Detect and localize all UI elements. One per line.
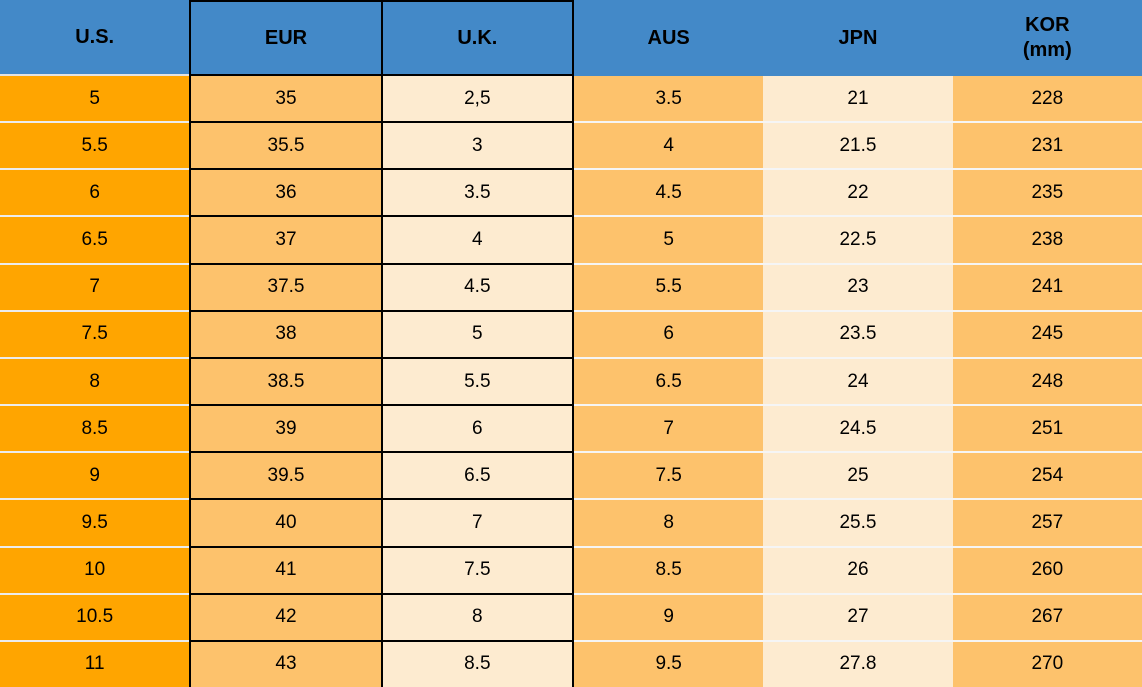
table-cell: 6.5 — [382, 453, 572, 501]
table-cell: 5 — [573, 217, 764, 265]
table-cell: 38 — [191, 311, 381, 359]
table-cell: 6 — [0, 170, 190, 218]
table-cell: 267 — [952, 594, 1142, 642]
table-cell: 7.5 — [0, 311, 190, 359]
table-cell: 27 — [763, 594, 953, 642]
table-cell: 4.5 — [573, 170, 764, 218]
header-us-label: U.S. — [75, 25, 115, 48]
table-cell: 9.5 — [0, 500, 190, 548]
table-cell: 5.5 — [573, 264, 764, 312]
table-cell: 6.5 — [0, 217, 190, 265]
header-jpn: JPN — [763, 0, 953, 76]
table-cell: 260 — [952, 547, 1142, 595]
table-cell: 3.5 — [382, 170, 572, 218]
table-cell: 270 — [952, 641, 1142, 687]
header-aus-label: AUS — [647, 26, 690, 49]
table-cell: 9.5 — [573, 641, 764, 687]
table-cell: 3.5 — [573, 76, 764, 124]
table-cell: 7 — [573, 406, 764, 454]
table-cell: 5 — [382, 311, 572, 359]
table-cell: 27.8 — [763, 641, 953, 687]
table-cell: 4 — [573, 123, 764, 171]
table-cell: 26 — [763, 547, 953, 595]
table-cell: 6 — [573, 311, 764, 359]
table-cell: 42 — [191, 594, 381, 642]
table-cell: 257 — [952, 500, 1142, 548]
column-jpn: JPN 21 21.5 22 22.5 23 23.5 24 24.5 25 2… — [763, 0, 953, 687]
table-cell: 8.5 — [382, 641, 572, 687]
table-cell: 24.5 — [763, 406, 953, 454]
table-cell: 248 — [952, 358, 1142, 407]
header-uk-label: U.K. — [457, 26, 498, 49]
table-cell: 7.5 — [573, 453, 764, 501]
table-cell: 40 — [191, 500, 381, 548]
table-cell: 41 — [191, 547, 381, 595]
table-cell: 8 — [573, 500, 764, 548]
table-cell: 7 — [382, 500, 572, 548]
table-cell: 21 — [763, 76, 953, 124]
table-cell: 5 — [0, 76, 190, 124]
table-cell: 23.5 — [763, 311, 953, 359]
table-cell: 4 — [382, 217, 572, 265]
table-cell: 6.5 — [573, 358, 764, 407]
table-cell: 9 — [0, 453, 190, 501]
table-cell: 5.5 — [382, 358, 572, 407]
table-cell: 8 — [382, 594, 572, 642]
table-cell: 36 — [191, 170, 381, 218]
header-kor: KOR (mm) — [952, 0, 1142, 76]
table-cell: 39 — [191, 406, 381, 454]
table-cell: 5.5 — [0, 123, 190, 171]
table-cell: 7 — [0, 264, 190, 312]
table-cell: 22.5 — [763, 217, 953, 265]
header-us: U.S. — [0, 0, 190, 76]
table-cell: 6 — [382, 406, 572, 454]
table-cell: 25 — [763, 453, 953, 501]
header-kor-label: KOR — [1025, 14, 1070, 36]
header-eur: EUR — [191, 0, 381, 76]
table-cell: 228 — [952, 76, 1142, 124]
table-cell: 25.5 — [763, 500, 953, 548]
table-cell: 231 — [952, 123, 1142, 171]
table-cell: 9 — [573, 594, 764, 642]
table-cell: 251 — [952, 406, 1142, 454]
column-us: U.S. 5 5.5 6 6.5 7 7.5 8 8.5 9 9.5 10 10… — [0, 0, 190, 687]
column-uk: U.K. 2,5 3 3.5 4 4.5 5 5.5 6 6.5 7 7.5 8… — [382, 0, 574, 687]
column-kor: KOR (mm) 228 231 235 238 241 245 248 251… — [952, 0, 1142, 687]
table-cell: 238 — [952, 217, 1142, 265]
table-cell: 21.5 — [763, 123, 953, 171]
table-cell: 22 — [763, 170, 953, 218]
table-cell: 24 — [763, 358, 953, 407]
table-cell: 38.5 — [191, 358, 381, 407]
table-cell: 39.5 — [191, 453, 381, 501]
table-cell: 37.5 — [191, 264, 381, 312]
header-eur-label: EUR — [264, 26, 308, 49]
table-cell: 43 — [191, 641, 381, 687]
table-cell: 241 — [952, 264, 1142, 312]
table-cell: 23 — [763, 264, 953, 312]
table-cell: 2,5 — [382, 76, 572, 124]
header-aus: AUS — [573, 0, 764, 76]
table-cell: 254 — [952, 453, 1142, 501]
header-uk: U.K. — [382, 0, 572, 76]
table-cell: 11 — [0, 641, 190, 687]
table-cell: 35 — [191, 76, 381, 124]
table-cell: 8.5 — [573, 547, 764, 595]
table-cell: 37 — [191, 217, 381, 265]
table-cell: 10.5 — [0, 594, 190, 642]
table-cell: 4.5 — [382, 264, 572, 312]
table-cell: 35.5 — [191, 123, 381, 171]
table-cell: 10 — [0, 547, 190, 595]
table-cell: 3 — [382, 123, 572, 171]
table-cell: 8 — [0, 358, 190, 407]
header-kor-unit: (mm) — [1022, 39, 1072, 61]
table-cell: 7.5 — [382, 547, 572, 595]
table-cell: 8.5 — [0, 406, 190, 454]
header-jpn-label: JPN — [838, 26, 878, 49]
table-cell: 235 — [952, 170, 1142, 218]
column-aus: AUS 3.5 4 4.5 5 5.5 6 6.5 7 7.5 8 8.5 9 … — [573, 0, 764, 687]
table-cell: 245 — [952, 311, 1142, 359]
column-eur: EUR 35 35.5 36 37 37.5 38 38.5 39 39.5 4… — [189, 0, 383, 687]
